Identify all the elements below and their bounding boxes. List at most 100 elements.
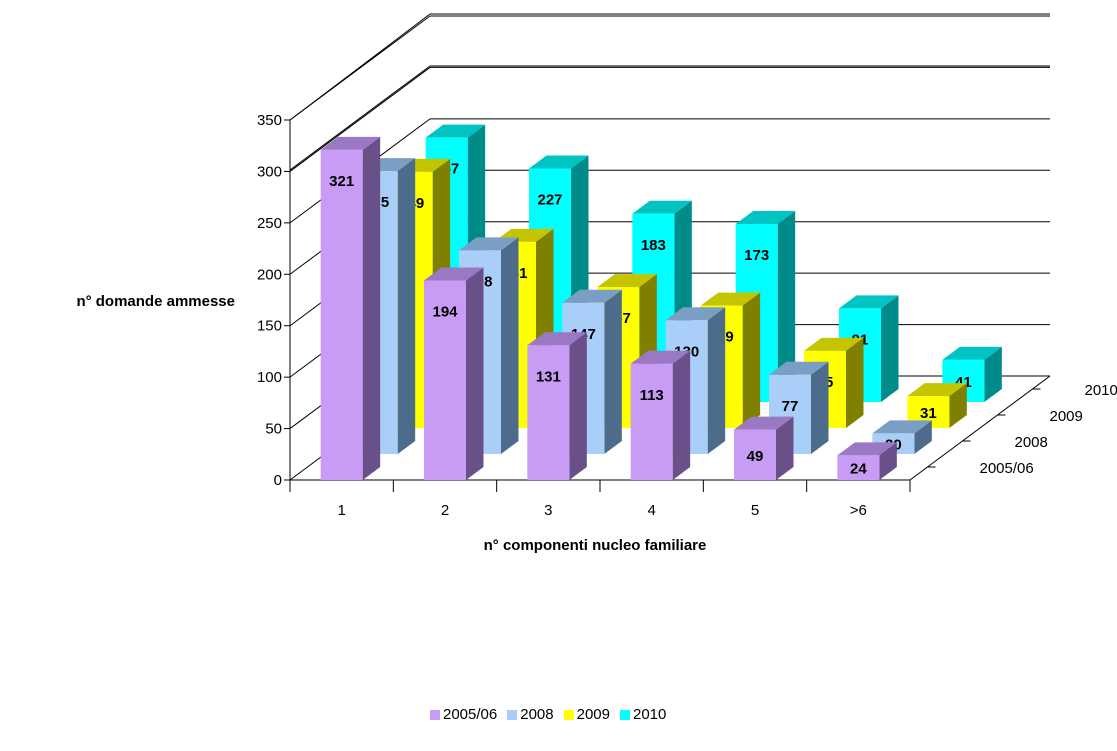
bar-front — [527, 345, 570, 480]
bar-side — [881, 295, 899, 402]
bar: 49 — [734, 416, 794, 480]
bar-top — [630, 350, 691, 364]
bar-front — [424, 280, 466, 480]
x-tick-label: 2 — [441, 502, 449, 519]
bar-top — [425, 124, 486, 138]
bar-side — [362, 136, 381, 481]
legend-swatch — [563, 709, 574, 720]
depth-axis-line — [909, 375, 1051, 481]
bar-top — [769, 361, 829, 375]
data-label: 24 — [850, 461, 867, 478]
bar-top — [837, 442, 897, 456]
side-wall-edge — [289, 65, 431, 171]
bar-top — [872, 420, 932, 434]
data-label: 173 — [744, 247, 769, 264]
bar-top — [632, 200, 692, 214]
legend-item: 2005/06 — [430, 706, 497, 723]
bar-front — [734, 429, 776, 480]
legend-label: 2008 — [520, 706, 554, 723]
x-tick-label: 5 — [751, 502, 759, 519]
legend-swatch — [430, 709, 440, 720]
depth-tick-label: 2009 — [1050, 408, 1083, 425]
y-tick-label: 200 — [257, 266, 282, 283]
bar-side — [397, 158, 416, 454]
data-label: 113 — [640, 387, 664, 404]
side-wall-gridline — [289, 67, 431, 172]
bar-front — [837, 455, 880, 480]
bar-side — [569, 332, 587, 480]
legend-swatch — [507, 709, 518, 720]
y-tick-label: 300 — [257, 163, 282, 180]
legend-label: 2009 — [576, 706, 610, 723]
x-tick-label: 1 — [337, 502, 345, 519]
bar-side — [672, 350, 691, 480]
bar-top — [942, 346, 1002, 360]
data-label: 194 — [432, 303, 458, 320]
bar-side — [466, 267, 484, 480]
bar-top — [700, 292, 761, 306]
bar: 321 — [320, 136, 381, 481]
bar-top — [665, 307, 726, 321]
bar-side — [707, 307, 726, 454]
y-tick-label: 250 — [257, 215, 282, 232]
bar-top — [735, 211, 796, 225]
legend-item: 2010 — [619, 706, 667, 723]
bar-side — [811, 361, 829, 454]
bar-top — [839, 295, 899, 309]
bar-side — [777, 211, 796, 402]
legend-swatch — [619, 709, 630, 720]
bar: 113 — [630, 350, 691, 480]
legend-item: 2009 — [563, 706, 610, 723]
bar: 131 — [527, 332, 587, 480]
bar-top — [562, 289, 622, 303]
side-wall-edge — [289, 13, 431, 121]
bar-top — [529, 155, 589, 169]
bar-side — [742, 292, 761, 428]
bar-side — [776, 416, 794, 480]
bar-top — [804, 337, 864, 351]
bar-side — [949, 383, 967, 428]
axes — [284, 119, 1051, 492]
y-axis-title: n° domande ammesse — [76, 293, 235, 310]
bar-top — [527, 332, 587, 346]
x-axis-title: n° componenti nucleo familiare — [484, 537, 707, 554]
bar: 41 — [942, 346, 1002, 402]
data-label: 131 — [536, 368, 561, 385]
legend-item: 2008 — [507, 706, 554, 723]
bar-front — [630, 363, 673, 480]
bar-side — [914, 420, 932, 454]
y-tick-label: 150 — [257, 318, 282, 335]
data-label: 321 — [329, 173, 354, 190]
bar-top — [907, 383, 967, 397]
bars: 2572271831739141249181137119753127519814… — [320, 124, 1002, 481]
bar-top — [424, 267, 484, 281]
y-tick-label: 50 — [265, 421, 282, 438]
data-label: 77 — [782, 398, 799, 415]
bar-side — [879, 442, 897, 480]
bar-side — [984, 346, 1002, 402]
data-label: 31 — [920, 405, 937, 422]
bar-top — [734, 416, 794, 430]
legend: 2005/06 2008 2009 2010 — [430, 706, 666, 723]
legend-label: 2005/06 — [443, 706, 498, 723]
bar-front — [320, 149, 363, 481]
depth-tick-label: 2005/06 — [980, 460, 1034, 477]
x-tick-label: >6 — [850, 502, 867, 519]
data-label: 49 — [747, 448, 764, 465]
bar-top — [597, 274, 657, 288]
bar: 24 — [837, 442, 897, 480]
bar: 194 — [424, 267, 484, 480]
x-tick-label: 3 — [544, 502, 552, 519]
depth-tick-label: 2008 — [1015, 434, 1048, 451]
bar-side — [604, 289, 622, 454]
legend-label: 2010 — [632, 706, 667, 723]
bar-top — [320, 136, 381, 150]
bar-top — [459, 237, 519, 251]
depth-tick-label: 2010 — [1085, 382, 1117, 399]
bar-side — [846, 337, 864, 428]
bar-side — [501, 237, 519, 454]
x-tick-label: 4 — [647, 502, 655, 519]
data-label: 183 — [641, 237, 666, 254]
